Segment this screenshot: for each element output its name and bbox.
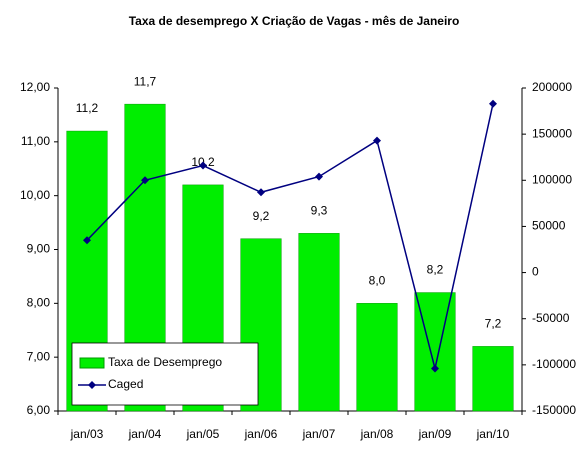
- y-tick-label: 9,00: [27, 242, 51, 256]
- y2-tick-label: 50000: [532, 219, 566, 233]
- chart-title: Taxa de desemprego X Criação de Vagas - …: [129, 14, 460, 28]
- legend-box: [71, 342, 259, 406]
- y2-tick-label: -50000: [532, 311, 570, 325]
- x-tick-label: jan/05: [186, 427, 220, 441]
- y2-tick-label: -100000: [532, 357, 576, 371]
- legend-swatch: [79, 357, 105, 369]
- y-tick-label: 11,00: [21, 134, 50, 148]
- y-tick-label: 12,00: [20, 80, 50, 94]
- marker: [489, 99, 497, 108]
- marker: [373, 136, 381, 145]
- bar-label: 11,2: [76, 101, 99, 115]
- legend-label: Taxa de Desemprego: [108, 355, 222, 369]
- legend-label: Caged: [108, 377, 143, 391]
- legend-marker: [88, 381, 96, 389]
- line: [86, 103, 494, 369]
- marker: [315, 172, 323, 181]
- y2-tick-label: -150000: [532, 403, 576, 417]
- x-tick-label: jan/09: [418, 427, 452, 441]
- marker: [83, 236, 91, 245]
- bar: [472, 346, 514, 412]
- marker: [431, 364, 439, 373]
- bar: [414, 292, 456, 412]
- y-tick-label: 6,00: [27, 403, 51, 417]
- y2-tick-label: 100000: [532, 172, 572, 186]
- bar-label: 7,2: [485, 317, 502, 331]
- x-tick-label: jan/03: [70, 427, 104, 441]
- y2-tick-label: 150000: [532, 126, 572, 140]
- x-tick-label: jan/07: [302, 427, 336, 441]
- x-tick-label: jan/08: [360, 427, 394, 441]
- y2-tick-label: 200000: [532, 80, 572, 94]
- y2-tick-label: 0: [532, 265, 539, 279]
- bar-label: 11,7: [134, 74, 157, 88]
- marker: [257, 188, 265, 197]
- bar: [298, 233, 340, 412]
- x-tick-label: jan/06: [244, 427, 278, 441]
- x-tick-label: jan/04: [128, 427, 162, 441]
- marker: [141, 176, 149, 185]
- bar-label: 8,0: [369, 274, 386, 288]
- y-tick-label: 10,00: [20, 188, 50, 202]
- bar: [240, 238, 282, 412]
- bar-label: 8,2: [427, 263, 444, 277]
- marker: [199, 161, 207, 170]
- bar-label: 9,3: [311, 204, 328, 218]
- y-tick-label: 8,00: [27, 296, 51, 310]
- bar-label: 9,2: [253, 209, 270, 223]
- bar: [356, 303, 398, 412]
- x-tick-label: jan/10: [476, 427, 510, 441]
- y-tick-label: 7,00: [27, 349, 51, 363]
